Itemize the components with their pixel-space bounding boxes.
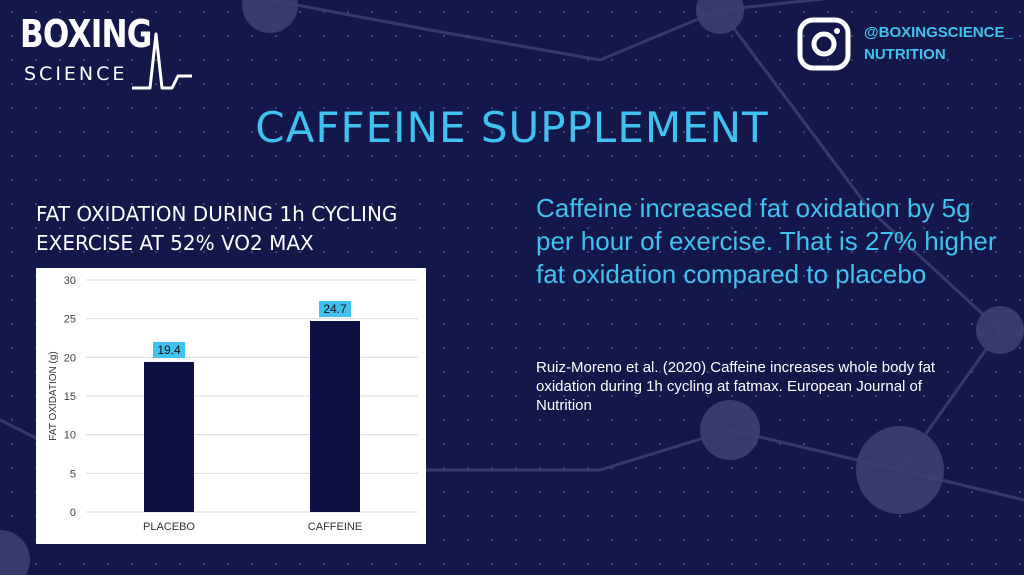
boxing-science-logo: BOXING SCIENCE xyxy=(20,12,192,92)
bar-chart-panel: 0 5 10 15 20 25 30 FAT OXIDATION (g) 19.4 PLACEBO… xyxy=(36,268,426,544)
data-label-background xyxy=(319,300,351,317)
bar-placebo xyxy=(144,361,194,512)
chart-heading-line-2: EXERCISE AT 52% VO2 MAX xyxy=(36,231,314,255)
chart-heading-line-1: FAT OXIDATION DURING 1h CYCLING xyxy=(36,202,398,226)
y-tick-label: 5 xyxy=(70,468,76,480)
data-label: 19.4 xyxy=(157,343,181,357)
y-tick-label: 15 xyxy=(64,391,76,403)
logo-wordmark-bottom: SCIENCE xyxy=(24,63,128,85)
handle-line-2: NUTRITION xyxy=(864,46,946,63)
key-finding-text: Caffeine increased fat oxidation by 5g p… xyxy=(536,193,997,289)
y-tick-label: 0 xyxy=(70,507,76,519)
citation-text: Ruiz-Moreno et al. (2020) Caffeine incre… xyxy=(536,359,936,414)
instagram-icon[interactable] xyxy=(796,16,852,72)
instagram-handle[interactable]: @BOXINGSCIENCE_ NUTRITION xyxy=(864,22,1013,66)
page-title: CAFFEINE SUPPLEMENT xyxy=(255,103,769,152)
x-category-label: CAFFEINE xyxy=(308,521,362,533)
chart-heading: FAT OXIDATION DURING 1h CYCLING EXERCISE… xyxy=(36,200,496,258)
y-axis-label: FAT OXIDATION (g) xyxy=(48,351,59,440)
data-label-background xyxy=(153,341,185,358)
y-tick-label: 25 xyxy=(64,314,76,326)
heartbeat-pulse-icon xyxy=(132,32,192,90)
y-tick-label: 30 xyxy=(64,275,76,287)
y-tick-label: 10 xyxy=(64,430,76,442)
x-category-label: PLACEBO xyxy=(143,521,195,533)
bar-caffeine xyxy=(310,320,360,512)
data-label: 24.7 xyxy=(323,302,347,316)
y-tick-label: 20 xyxy=(64,352,76,364)
bar-chart: 0 5 10 15 20 25 30 FAT OXIDATION (g) 19.4 PLACEBO… xyxy=(48,275,418,533)
handle-line-1: @BOXINGSCIENCE_ xyxy=(864,24,1013,41)
logo-wordmark-top: BOXING xyxy=(20,12,152,56)
